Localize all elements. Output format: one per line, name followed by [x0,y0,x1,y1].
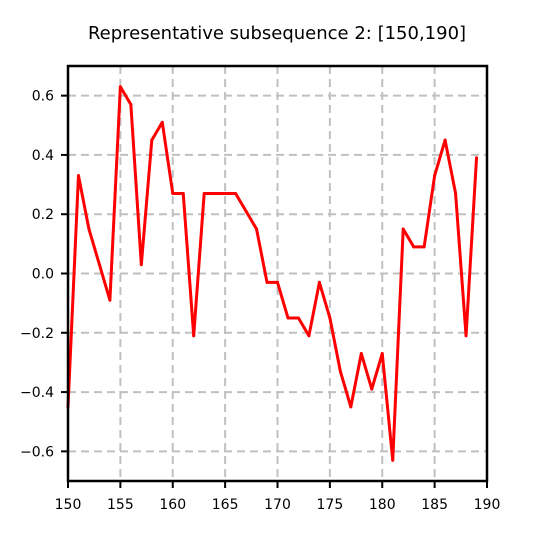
data-point [181,191,185,195]
y-tick-label: 0.0 [32,267,54,283]
data-point [234,191,238,195]
x-tick-label: 165 [212,497,239,513]
data-point [87,227,91,231]
data-point [118,85,122,89]
x-tick-label: 175 [317,497,344,513]
data-point [265,280,269,284]
data-point [286,316,290,320]
data-point [338,369,342,373]
data-point [255,227,259,231]
data-point [412,245,416,249]
data-point [223,191,227,195]
data-point [349,405,353,409]
data-point [129,103,133,107]
ticks: 150 155 160 165 170 175 180 185 190 −0.6 −0.4 −0.2 0… [20,89,500,513]
data-point [443,138,447,142]
data-point [401,227,405,231]
y-tick-label: 0.4 [32,148,54,164]
data-point [380,352,384,356]
x-tick-label: 180 [369,497,396,513]
x-tick-label: 160 [159,497,186,513]
data-point [359,352,363,356]
y-tick-label: −0.2 [20,326,54,342]
data-point [171,191,175,195]
x-tick-label: 185 [421,497,448,513]
data-point [422,245,426,249]
data-point [454,191,458,195]
series-line [66,85,479,462]
data-point [76,174,80,178]
series-layer [66,85,479,462]
x-tick-label: 150 [55,497,82,513]
data-point [244,209,248,213]
data-point [464,334,468,338]
grid [67,66,488,481]
x-tick-label: 155 [107,497,134,513]
x-tick-label: 190 [474,497,501,513]
data-point [192,334,196,338]
data-point [150,138,154,142]
data-point [307,334,311,338]
y-tick-label: 0.6 [32,89,54,105]
data-point [97,263,101,267]
data-point [139,263,143,267]
x-tick-label: 170 [264,497,291,513]
y-tick-label: 0.2 [32,207,54,223]
y-tick-label: −0.6 [20,444,54,460]
data-point [317,280,321,284]
data-point [276,280,279,284]
data-point [296,316,300,320]
data-point [108,298,112,302]
data-point [160,120,164,124]
y-tick-label: −0.4 [20,385,54,401]
data-point [213,191,217,195]
data-point [370,387,374,391]
chart-title: Representative subsequence 2: [150,190] [88,23,466,44]
data-point [391,458,395,462]
data-point [475,156,479,160]
data-point [433,174,437,178]
data-point [202,191,206,195]
data-point [328,316,332,320]
